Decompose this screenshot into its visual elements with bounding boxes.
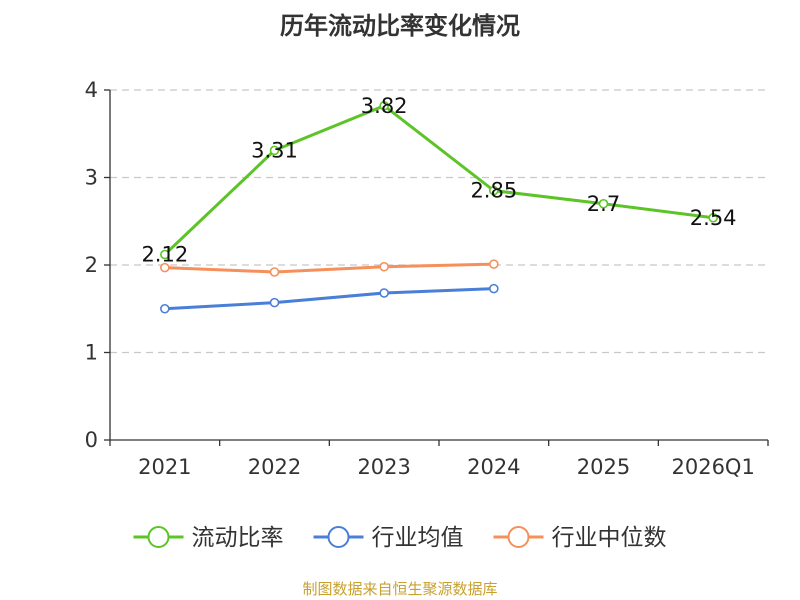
data-point (379, 261, 389, 272)
legend-marker (147, 526, 170, 548)
data-point (379, 100, 389, 111)
grid-lines (110, 89, 768, 354)
x-tick-label: 2021 (138, 455, 191, 479)
data-point (379, 288, 389, 298)
data-label: 2.54 (690, 206, 737, 230)
x-tick-label: 2024 (467, 455, 520, 479)
y-tick-label: 1 (85, 341, 98, 365)
data-label: 2.12 (141, 243, 188, 267)
legend: 流动比率 行业均值 行业中位数 (133, 525, 667, 551)
data-point (269, 297, 280, 308)
series (160, 100, 718, 314)
axes: 0 1 2 3 4 2021 2022 2023 2024 2025 2026Q1 (85, 78, 769, 479)
legend-label: 流动比率 (192, 525, 284, 551)
chart-title: 历年流动比率变化情况 (280, 12, 520, 40)
x-tick-label: 2023 (357, 455, 410, 479)
y-tick-label: 4 (85, 78, 98, 102)
legend-marker (327, 526, 350, 548)
data-point (269, 145, 280, 156)
data-point (489, 185, 499, 196)
series-line (164, 262, 494, 274)
legend-label: 行业均值 (372, 525, 464, 551)
data-point (269, 267, 280, 277)
y-tick-label: 3 (85, 166, 98, 190)
y-tick-label: 0 (85, 428, 98, 452)
data-point (160, 303, 170, 314)
data-point (160, 262, 170, 273)
y-tick-label: 2 (85, 253, 98, 277)
data-point (708, 212, 718, 223)
data-label: 2.85 (470, 179, 517, 203)
data-point (160, 249, 170, 260)
data-label: 3.82 (361, 94, 408, 118)
data-labels: 2.12 3.31 3.82 2.85 2.7 2.54 (141, 94, 736, 267)
data-label: 3.31 (251, 138, 298, 162)
x-tick-label: 2026Q1 (671, 455, 754, 479)
source-note: 制图数据来自恒生聚源数据库 (302, 580, 498, 598)
legend-marker (507, 526, 530, 548)
series-line (164, 287, 494, 311)
legend-label: 行业中位数 (552, 525, 667, 551)
data-point (489, 259, 499, 269)
x-tick-label: 2025 (577, 455, 630, 479)
data-label: 2.7 (587, 192, 620, 216)
data-point (489, 283, 499, 294)
data-point (598, 198, 609, 209)
series-line (163, 104, 714, 256)
x-tick-label: 2022 (248, 455, 301, 479)
